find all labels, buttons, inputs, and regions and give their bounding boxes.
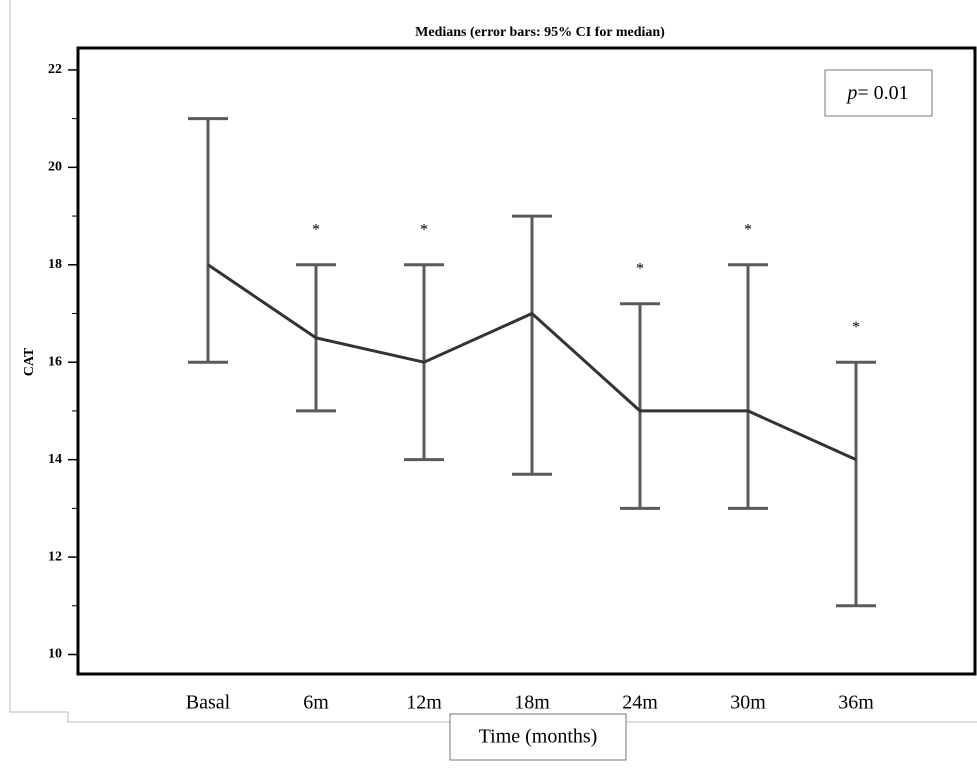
annotation: p= 0.01: [845, 82, 908, 104]
x-tick-label: 6m: [303, 692, 329, 714]
chart-title: Medians (error bars: 95% CI for median): [415, 25, 665, 40]
x-tick-label: 18m: [514, 692, 550, 714]
x-tick-label: 12m: [406, 692, 442, 714]
y-tick-label: 12: [48, 549, 62, 564]
x-tick-label: 24m: [622, 692, 658, 714]
median-line: [207, 263, 857, 462]
significance-marker: *: [312, 221, 320, 238]
annotation-box: [824, 69, 933, 117]
significance-marker: *: [420, 221, 428, 238]
annotation-p: p: [845, 82, 857, 104]
y-tick-label: 20: [48, 160, 62, 175]
x-tick-label: 36m: [838, 692, 874, 714]
significance-marker: *: [852, 319, 860, 336]
y-axis-label: CAT: [22, 347, 37, 376]
x-tick-label: 30m: [730, 692, 766, 714]
y-tick-label: 10: [48, 647, 62, 662]
y-tick-label: 22: [48, 62, 62, 77]
x-tick-label: Basal: [186, 692, 231, 714]
y-tick-label: 14: [48, 452, 62, 467]
significance-marker: *: [744, 221, 752, 238]
annotation-value: = 0.01: [857, 82, 908, 104]
x-label-box: [449, 713, 627, 761]
backdrop-frame: [9, 0, 977, 723]
significance-marker: *: [636, 260, 644, 277]
y-tick-label: 16: [48, 354, 62, 369]
x-axis-label: Time (months): [479, 726, 598, 748]
y-tick-label: 18: [48, 257, 62, 272]
